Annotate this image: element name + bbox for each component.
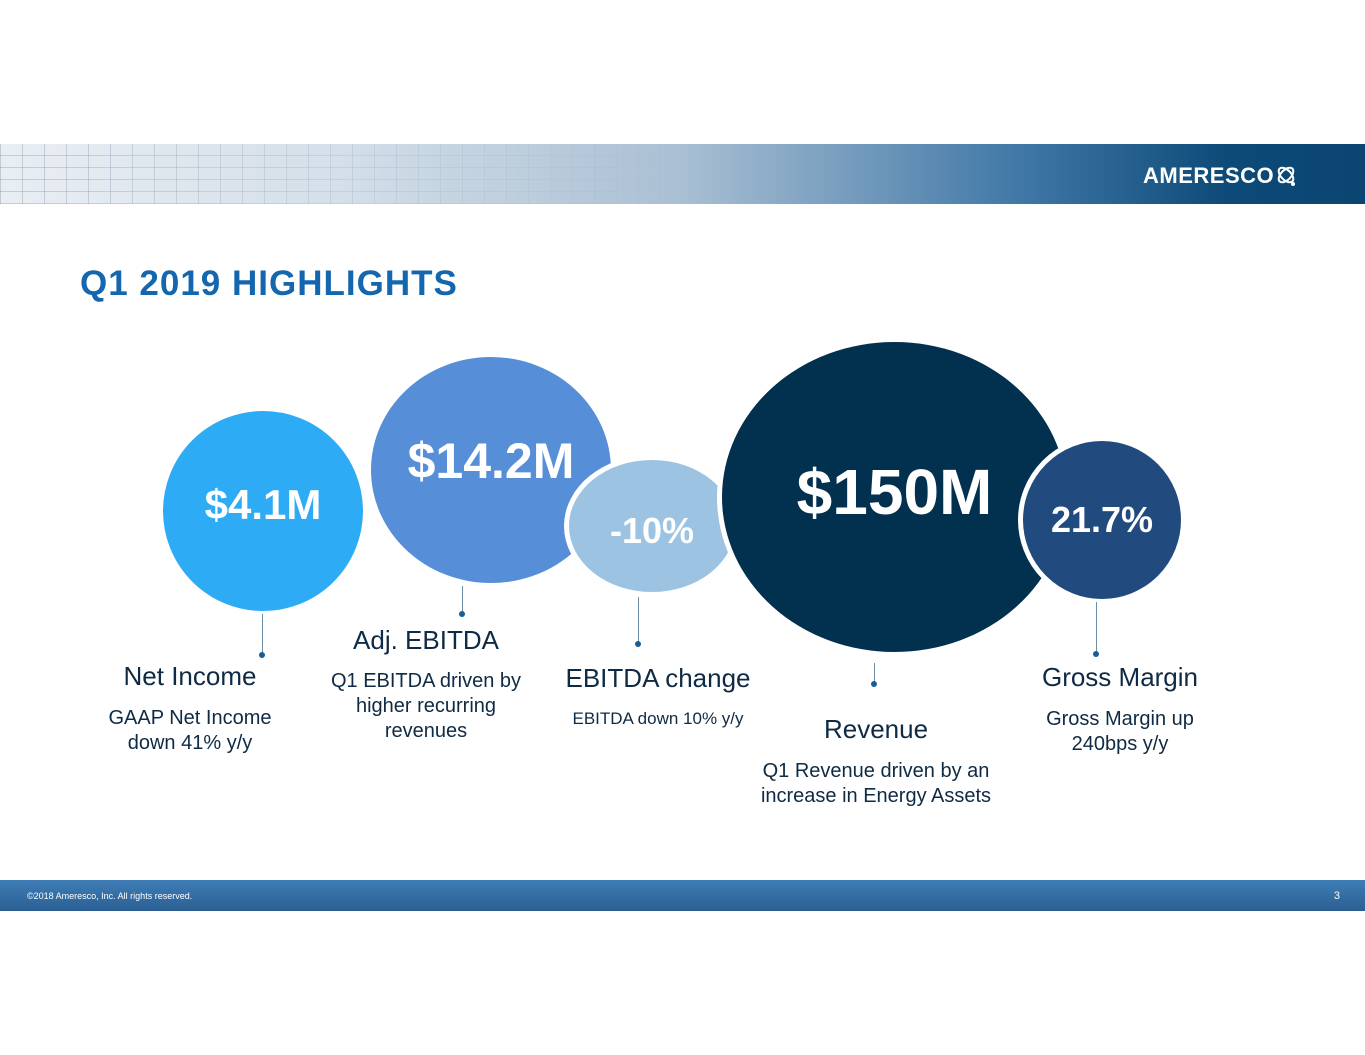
revenue-desc-text: Q1 Revenue driven by an increase in Ener… (760, 760, 992, 807)
net-income-circle: $4.1M (158, 406, 368, 616)
revenue-circle: $150M (717, 337, 1072, 657)
logo-text: AMERESCO (1143, 163, 1275, 188)
connector-dot (1093, 651, 1099, 657)
net-income-label: Net Income (123, 661, 257, 691)
revenue-value: $150M (796, 456, 993, 528)
ebitda-change-desc: EBITDA down 10% y/y (572, 709, 744, 728)
copyright: ©2018 Ameresco, Inc. All rights reserved… (27, 891, 193, 901)
gross-margin-label: Gross Margin (1041, 662, 1199, 692)
gross-margin-desc-text: Gross Margin up 240bps y/y (1046, 708, 1194, 755)
connector-line (874, 663, 875, 683)
header-banner (0, 144, 1365, 204)
connector-dot (635, 641, 641, 647)
connector-line (462, 586, 463, 614)
ebitda-label: Adj. EBITDA (353, 625, 499, 655)
ebitda-change-label: EBITDA change (565, 663, 751, 693)
gross-margin-desc: Gross Margin up 240bps y/y (1010, 707, 1230, 757)
net-income-desc-text: GAAP Net Income down 41% y/y (108, 707, 272, 754)
net-income-value: $4.1M (204, 481, 322, 528)
ebitda-value: $14.2M (407, 433, 575, 489)
footer-bar: ©2018 Ameresco, Inc. All rights reserved… (0, 880, 1365, 911)
ebitda-change-circle: -10% (564, 455, 740, 597)
ebitda-desc-text: Q1 EBITDA driven by higher recurring rev… (330, 670, 522, 742)
connector-line (638, 597, 639, 643)
banner-grid-pattern (0, 144, 700, 204)
revenue-label: Revenue (823, 714, 929, 744)
connector-line (262, 614, 263, 654)
gross-margin-circle: 21.7% (1018, 436, 1186, 604)
ebitda-change-value: -10% (609, 510, 695, 551)
page-number: 3 (1333, 890, 1340, 902)
connector-dot (259, 652, 265, 658)
connector-line (1096, 602, 1097, 652)
revenue-desc: Q1 Revenue driven by an increase in Ener… (736, 759, 1016, 809)
gross-margin-value: 21.7% (1050, 499, 1154, 540)
net-income-desc: GAAP Net Income down 41% y/y (70, 706, 310, 756)
ebitda-desc: Q1 EBITDA driven by higher recurring rev… (306, 669, 546, 744)
orbit-logo-icon (1277, 166, 1296, 186)
page-title: Q1 2019 HIGHLIGHTS (80, 264, 458, 303)
connector-dot (871, 681, 877, 687)
connector-dot (459, 611, 465, 617)
ameresco-logo: AMERESCO (1143, 163, 1298, 189)
